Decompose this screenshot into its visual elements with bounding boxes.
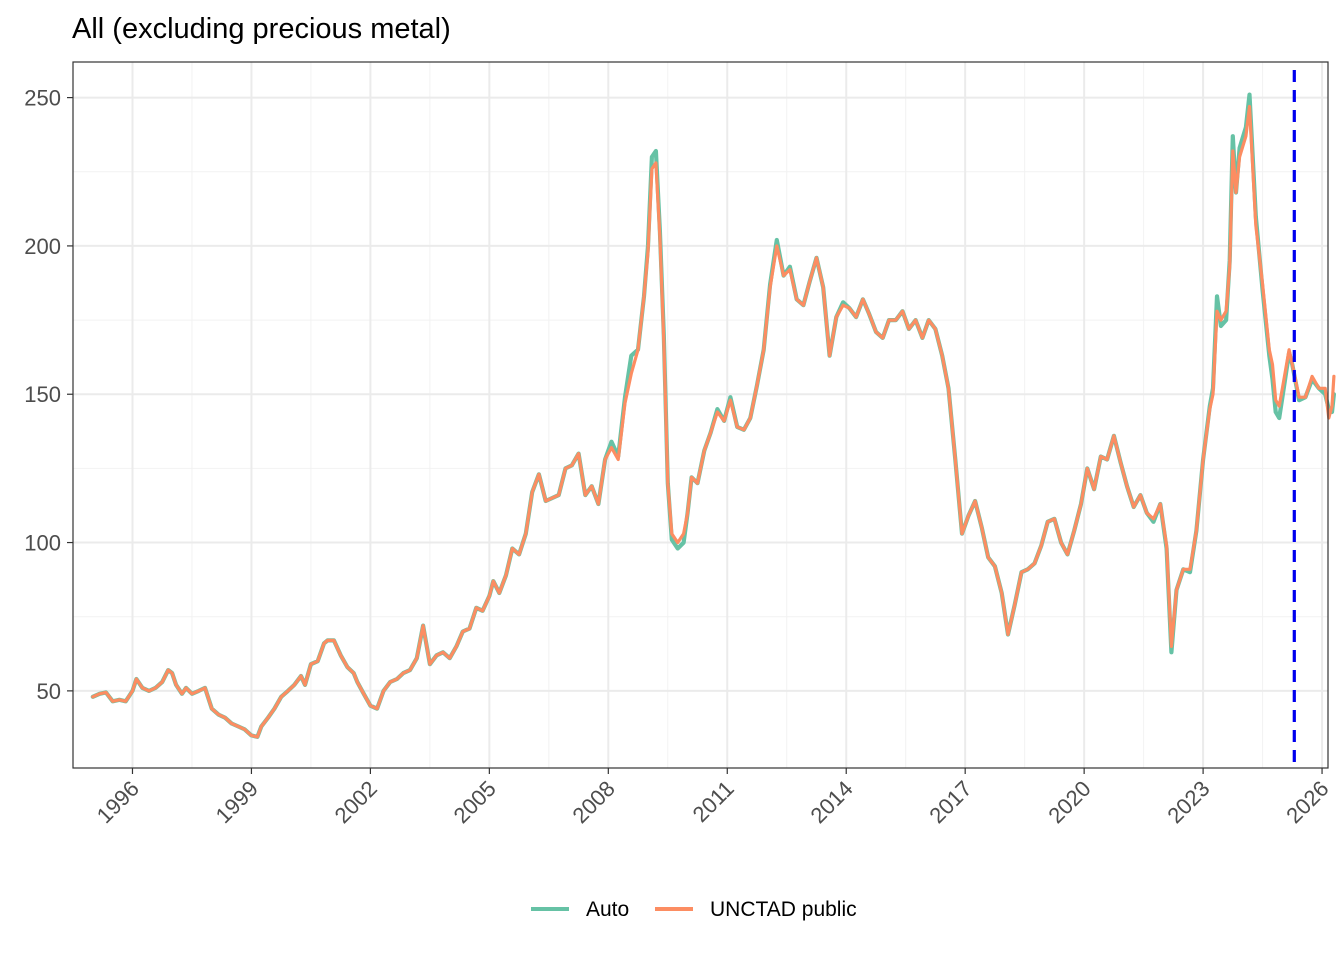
x-tick-label: 1996 (92, 776, 144, 828)
x-axis: 1996 1999 2002 2005 2008 2011 2014 2017 2020 2023… (92, 768, 1334, 828)
chart-title: All (excluding precious metal) (72, 13, 451, 45)
x-tick-label: 2008 (568, 776, 620, 828)
grid-lines (73, 62, 1328, 768)
x-tick-label: 2014 (805, 776, 857, 828)
legend: Auto UNCTAD public (531, 898, 857, 921)
y-tick-label: 100 (24, 531, 61, 556)
y-tick-label: 250 (24, 86, 61, 111)
x-tick-label: 2002 (330, 776, 382, 828)
series-layer (90, 92, 1336, 739)
y-tick-label: 150 (24, 382, 61, 407)
plot-panel-border (72, 61, 1329, 769)
y-axis: 50 100 150 200 250 (24, 86, 73, 704)
x-tick-label: 2011 (688, 776, 739, 827)
legend-label: Auto (586, 898, 629, 921)
series-line-auto (90, 92, 1336, 739)
x-tick-label: 2005 (449, 776, 501, 828)
x-tick-label: 2020 (1043, 776, 1095, 828)
x-tick-label: 2026 (1281, 776, 1333, 828)
series-line-unctad-public (91, 104, 1336, 739)
x-tick-label: 2017 (924, 776, 976, 828)
legend-label: UNCTAD public (710, 898, 857, 921)
x-tick-label: 2023 (1162, 776, 1214, 828)
y-tick-label: 200 (24, 234, 61, 259)
y-tick-label: 50 (37, 679, 61, 704)
x-tick-label: 1999 (211, 776, 263, 828)
